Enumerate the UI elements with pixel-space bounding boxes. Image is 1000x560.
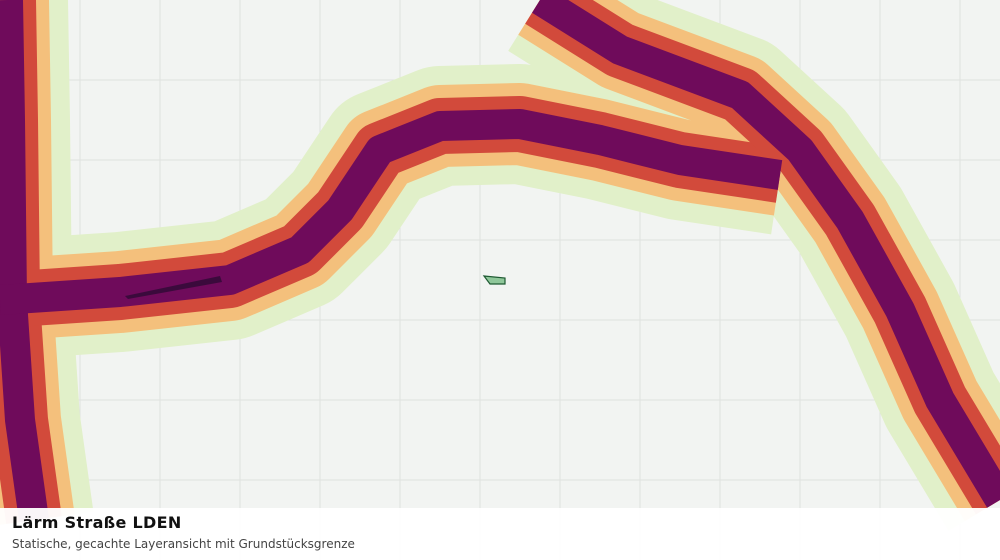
legend-panel: Lärm Straße LDEN Statische, gecachte Lay… bbox=[0, 508, 1000, 560]
layer-subtitle: Statische, gecachte Layeransicht mit Gru… bbox=[12, 537, 355, 551]
noise-band-max bbox=[125, 276, 222, 299]
layer-title: Lärm Straße LDEN bbox=[12, 513, 182, 532]
parcel-boundary bbox=[482, 275, 506, 285]
